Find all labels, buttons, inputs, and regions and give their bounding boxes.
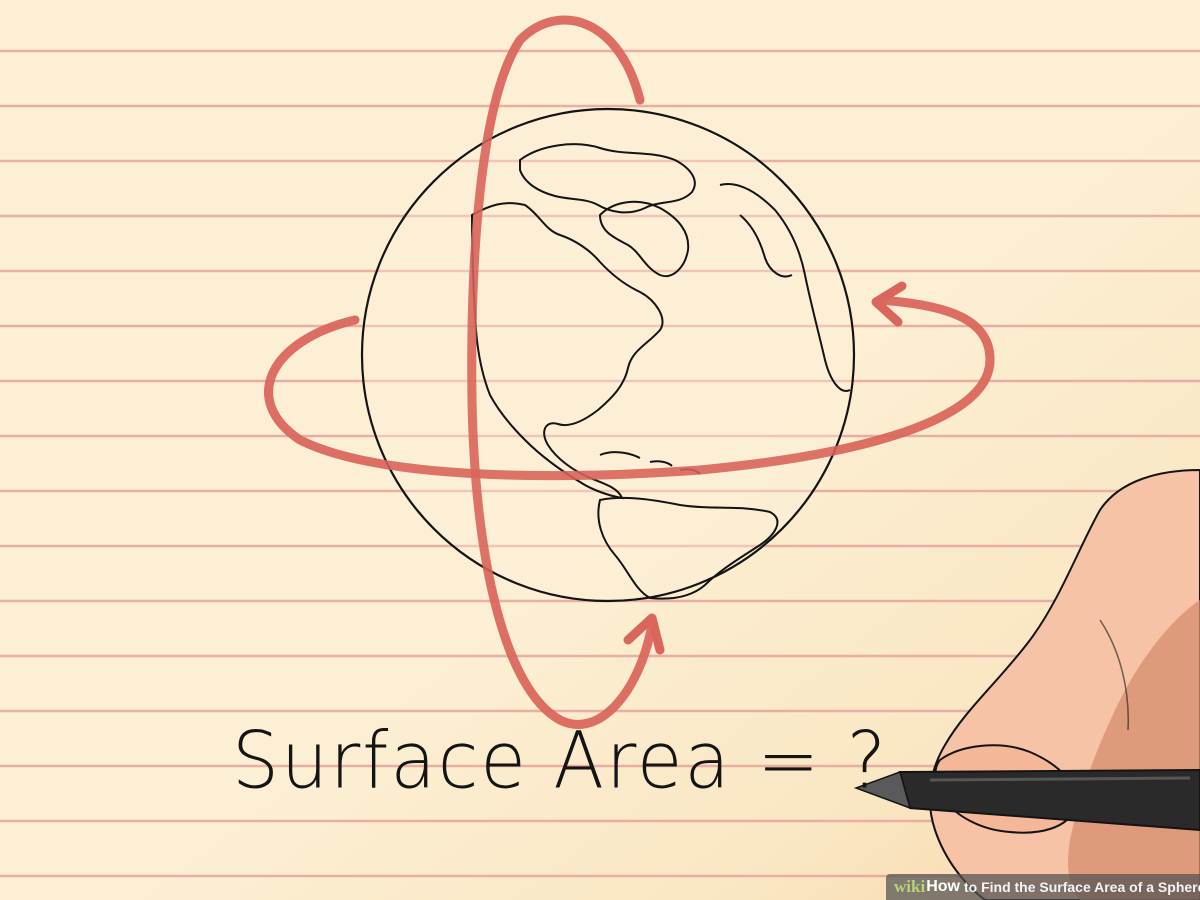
north-america-outline (470, 202, 664, 500)
wikihow-logo-how: How (926, 878, 960, 895)
wikihow-watermark: wiki How to Find the Surface Area of a S… (886, 874, 1200, 900)
finger-crease (1099, 619, 1129, 731)
scandinavia-outline (739, 214, 793, 278)
rotation-arrow-horizontal-icon (264, 295, 995, 481)
greenland-outline (598, 200, 690, 278)
horizontal-arrow-head-icon (871, 281, 907, 327)
vertical-arrow-head-icon (623, 613, 665, 655)
surface-area-caption: Surface Area = ? (232, 715, 889, 807)
wikihow-logo: wiki (894, 877, 926, 896)
hand-icon (928, 468, 1200, 900)
arctic-islands-outline (519, 143, 696, 214)
rotation-arrow-vertical-icon (467, 15, 657, 729)
watermark-title: to Find the Surface Area of a Sphere (963, 879, 1200, 895)
europe-africa-outline (719, 183, 851, 392)
pen-icon (853, 768, 1200, 832)
south-america-outline (597, 496, 779, 600)
globe-icon (360, 107, 856, 603)
pen-tip (853, 771, 912, 810)
pen-highlight (929, 776, 1191, 782)
